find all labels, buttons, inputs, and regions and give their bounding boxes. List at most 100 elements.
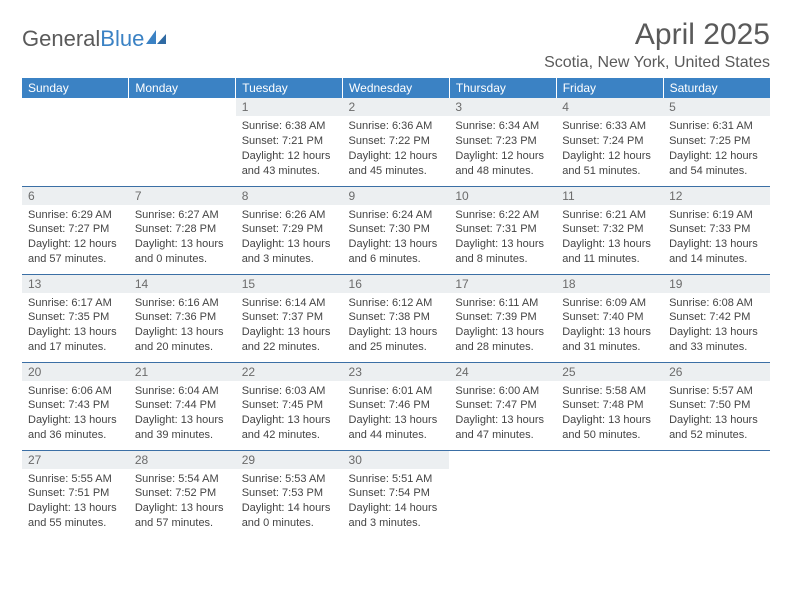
- calendar-day-cell: 28Sunrise: 5:54 AMSunset: 7:52 PMDayligh…: [129, 450, 236, 538]
- calendar-day-cell: 8Sunrise: 6:26 AMSunset: 7:29 PMDaylight…: [236, 186, 343, 274]
- calendar-week-row: 20Sunrise: 6:06 AMSunset: 7:43 PMDayligh…: [22, 362, 770, 450]
- calendar-page: GeneralBlue April 2025 Scotia, New York,…: [0, 0, 792, 538]
- calendar-day-cell: 19Sunrise: 6:08 AMSunset: 7:42 PMDayligh…: [663, 274, 770, 362]
- calendar-day-cell: 24Sunrise: 6:00 AMSunset: 7:47 PMDayligh…: [449, 362, 556, 450]
- day-number: 24: [449, 363, 556, 381]
- calendar-week-row: 13Sunrise: 6:17 AMSunset: 7:35 PMDayligh…: [22, 274, 770, 362]
- day-number: 6: [22, 187, 129, 205]
- day-number: 5: [663, 98, 770, 116]
- day-details: Sunrise: 6:27 AMSunset: 7:28 PMDaylight:…: [129, 205, 236, 267]
- day-details: Sunrise: 6:33 AMSunset: 7:24 PMDaylight:…: [556, 116, 663, 178]
- day-details: Sunrise: 6:26 AMSunset: 7:29 PMDaylight:…: [236, 205, 343, 267]
- day-details: Sunrise: 6:06 AMSunset: 7:43 PMDaylight:…: [22, 381, 129, 443]
- day-number: 16: [343, 275, 450, 293]
- calendar-body: 1Sunrise: 6:38 AMSunset: 7:21 PMDaylight…: [22, 98, 770, 538]
- calendar-day-cell: 30Sunrise: 5:51 AMSunset: 7:54 PMDayligh…: [343, 450, 450, 538]
- day-details: Sunrise: 6:08 AMSunset: 7:42 PMDaylight:…: [663, 293, 770, 355]
- calendar-day-cell: 6Sunrise: 6:29 AMSunset: 7:27 PMDaylight…: [22, 186, 129, 274]
- location-text: Scotia, New York, United States: [544, 54, 770, 72]
- calendar-day-cell: 22Sunrise: 6:03 AMSunset: 7:45 PMDayligh…: [236, 362, 343, 450]
- calendar-day-cell: [449, 450, 556, 538]
- calendar-day-cell: 17Sunrise: 6:11 AMSunset: 7:39 PMDayligh…: [449, 274, 556, 362]
- calendar-week-row: 1Sunrise: 6:38 AMSunset: 7:21 PMDaylight…: [22, 98, 770, 186]
- day-number: 28: [129, 451, 236, 469]
- calendar-table: Sunday Monday Tuesday Wednesday Thursday…: [22, 78, 770, 538]
- calendar-day-cell: 23Sunrise: 6:01 AMSunset: 7:46 PMDayligh…: [343, 362, 450, 450]
- brand-part2: Blue: [100, 26, 144, 52]
- day-details: Sunrise: 5:53 AMSunset: 7:53 PMDaylight:…: [236, 469, 343, 531]
- day-number: 21: [129, 363, 236, 381]
- calendar-day-cell: 27Sunrise: 5:55 AMSunset: 7:51 PMDayligh…: [22, 450, 129, 538]
- month-title: April 2025: [544, 18, 770, 52]
- day-number: 25: [556, 363, 663, 381]
- calendar-day-cell: 29Sunrise: 5:53 AMSunset: 7:53 PMDayligh…: [236, 450, 343, 538]
- calendar-day-cell: 21Sunrise: 6:04 AMSunset: 7:44 PMDayligh…: [129, 362, 236, 450]
- calendar-day-cell: 11Sunrise: 6:21 AMSunset: 7:32 PMDayligh…: [556, 186, 663, 274]
- weekday-header: Saturday: [663, 78, 770, 98]
- day-details: Sunrise: 6:17 AMSunset: 7:35 PMDaylight:…: [22, 293, 129, 355]
- day-details: Sunrise: 5:55 AMSunset: 7:51 PMDaylight:…: [22, 469, 129, 531]
- day-details: Sunrise: 6:34 AMSunset: 7:23 PMDaylight:…: [449, 116, 556, 178]
- weekday-header: Tuesday: [236, 78, 343, 98]
- day-details: Sunrise: 6:36 AMSunset: 7:22 PMDaylight:…: [343, 116, 450, 178]
- calendar-day-cell: 7Sunrise: 6:27 AMSunset: 7:28 PMDaylight…: [129, 186, 236, 274]
- day-details: Sunrise: 6:03 AMSunset: 7:45 PMDaylight:…: [236, 381, 343, 443]
- calendar-day-cell: 14Sunrise: 6:16 AMSunset: 7:36 PMDayligh…: [129, 274, 236, 362]
- day-number: 8: [236, 187, 343, 205]
- weekday-header: Thursday: [449, 78, 556, 98]
- day-number: 1: [236, 98, 343, 116]
- calendar-day-cell: 1Sunrise: 6:38 AMSunset: 7:21 PMDaylight…: [236, 98, 343, 186]
- day-details: Sunrise: 6:24 AMSunset: 7:30 PMDaylight:…: [343, 205, 450, 267]
- day-details: Sunrise: 6:00 AMSunset: 7:47 PMDaylight:…: [449, 381, 556, 443]
- day-details: Sunrise: 6:19 AMSunset: 7:33 PMDaylight:…: [663, 205, 770, 267]
- sail-icon: [146, 26, 168, 52]
- day-number: 27: [22, 451, 129, 469]
- day-number: 22: [236, 363, 343, 381]
- day-details: Sunrise: 6:11 AMSunset: 7:39 PMDaylight:…: [449, 293, 556, 355]
- day-details: Sunrise: 6:14 AMSunset: 7:37 PMDaylight:…: [236, 293, 343, 355]
- day-details: Sunrise: 6:01 AMSunset: 7:46 PMDaylight:…: [343, 381, 450, 443]
- day-number: 17: [449, 275, 556, 293]
- day-number: 15: [236, 275, 343, 293]
- calendar-day-cell: 15Sunrise: 6:14 AMSunset: 7:37 PMDayligh…: [236, 274, 343, 362]
- calendar-day-cell: 3Sunrise: 6:34 AMSunset: 7:23 PMDaylight…: [449, 98, 556, 186]
- day-number: 3: [449, 98, 556, 116]
- title-block: April 2025 Scotia, New York, United Stat…: [544, 18, 770, 72]
- day-details: Sunrise: 6:16 AMSunset: 7:36 PMDaylight:…: [129, 293, 236, 355]
- day-number: 9: [343, 187, 450, 205]
- day-number: 20: [22, 363, 129, 381]
- weekday-header: Wednesday: [343, 78, 450, 98]
- day-details: Sunrise: 5:54 AMSunset: 7:52 PMDaylight:…: [129, 469, 236, 531]
- calendar-day-cell: [22, 98, 129, 186]
- day-number: 29: [236, 451, 343, 469]
- day-number: 11: [556, 187, 663, 205]
- day-details: Sunrise: 6:21 AMSunset: 7:32 PMDaylight:…: [556, 205, 663, 267]
- day-number: 30: [343, 451, 450, 469]
- day-details: Sunrise: 6:22 AMSunset: 7:31 PMDaylight:…: [449, 205, 556, 267]
- day-number: 19: [663, 275, 770, 293]
- calendar-day-cell: 16Sunrise: 6:12 AMSunset: 7:38 PMDayligh…: [343, 274, 450, 362]
- day-number: 2: [343, 98, 450, 116]
- calendar-day-cell: 2Sunrise: 6:36 AMSunset: 7:22 PMDaylight…: [343, 98, 450, 186]
- day-number: 4: [556, 98, 663, 116]
- calendar-day-cell: 10Sunrise: 6:22 AMSunset: 7:31 PMDayligh…: [449, 186, 556, 274]
- calendar-week-row: 6Sunrise: 6:29 AMSunset: 7:27 PMDaylight…: [22, 186, 770, 274]
- day-number: 10: [449, 187, 556, 205]
- weekday-header: Friday: [556, 78, 663, 98]
- day-details: Sunrise: 5:51 AMSunset: 7:54 PMDaylight:…: [343, 469, 450, 531]
- day-number: 23: [343, 363, 450, 381]
- day-details: Sunrise: 6:29 AMSunset: 7:27 PMDaylight:…: [22, 205, 129, 267]
- calendar-day-cell: [129, 98, 236, 186]
- calendar-day-cell: 18Sunrise: 6:09 AMSunset: 7:40 PMDayligh…: [556, 274, 663, 362]
- day-details: Sunrise: 6:31 AMSunset: 7:25 PMDaylight:…: [663, 116, 770, 178]
- weekday-header: Monday: [129, 78, 236, 98]
- weekday-header-row: Sunday Monday Tuesday Wednesday Thursday…: [22, 78, 770, 98]
- day-number: 13: [22, 275, 129, 293]
- day-details: Sunrise: 5:58 AMSunset: 7:48 PMDaylight:…: [556, 381, 663, 443]
- day-number: 18: [556, 275, 663, 293]
- calendar-day-cell: 4Sunrise: 6:33 AMSunset: 7:24 PMDaylight…: [556, 98, 663, 186]
- calendar-day-cell: 9Sunrise: 6:24 AMSunset: 7:30 PMDaylight…: [343, 186, 450, 274]
- day-details: Sunrise: 6:12 AMSunset: 7:38 PMDaylight:…: [343, 293, 450, 355]
- day-number: 14: [129, 275, 236, 293]
- weekday-header: Sunday: [22, 78, 129, 98]
